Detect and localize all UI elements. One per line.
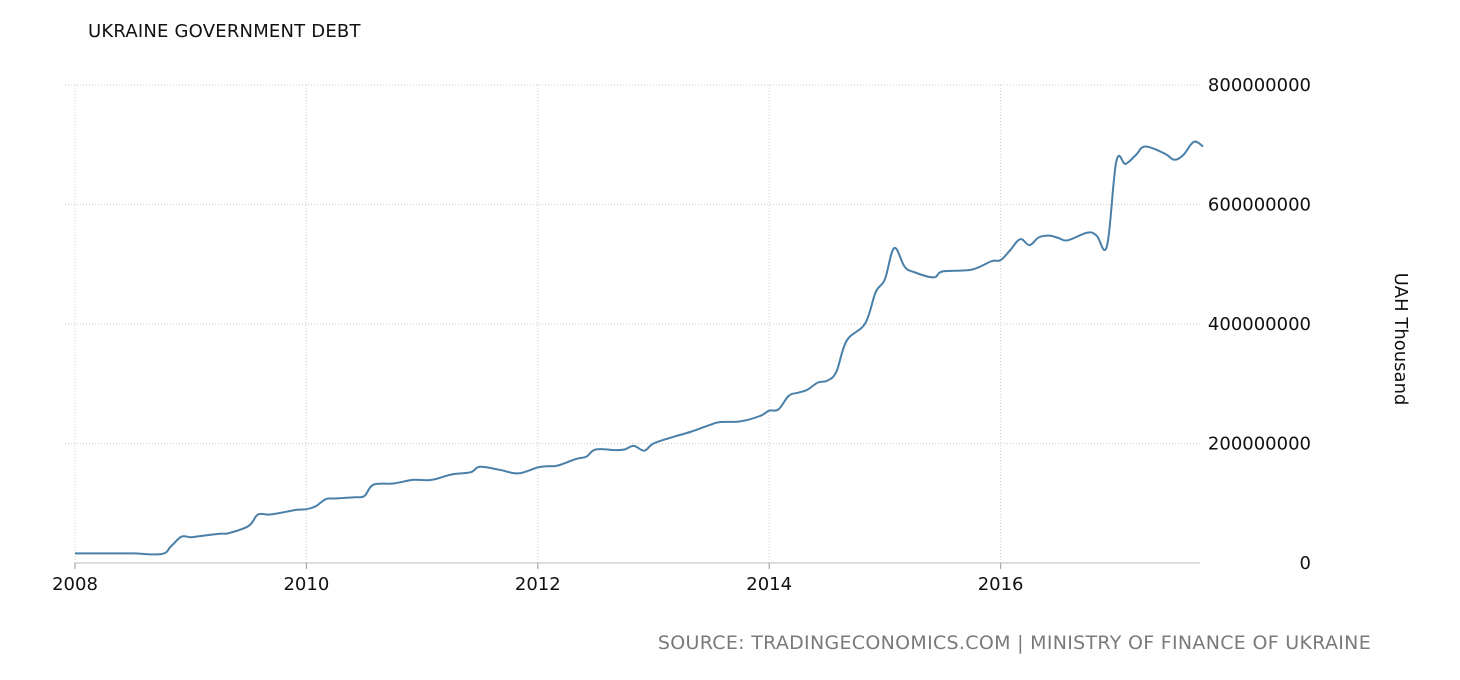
grid [65, 84, 1200, 563]
y-tick-label: 0 [1300, 553, 1311, 574]
y-tick-label: 400000000 [1208, 314, 1311, 335]
x-tick-label: 2008 [52, 574, 98, 595]
y-tick-label: 800000000 [1208, 75, 1311, 96]
y-tick-label: 600000000 [1208, 195, 1311, 216]
chart-title: UKRAINE GOVERNMENT DEBT [88, 21, 361, 42]
x-tick-label: 2014 [746, 574, 792, 595]
source-text: SOURCE: TRADINGECONOMICS.COM | MINISTRY … [657, 632, 1371, 654]
x-tick-label: 2012 [515, 574, 561, 595]
x-tick-label: 2016 [978, 574, 1024, 595]
axes: 0 200000000 400000000 600000000 800000000 200… [52, 75, 1311, 595]
y-axis-label: UAH Thousand [1390, 273, 1411, 406]
x-tick-label: 2010 [283, 574, 329, 595]
series-line-0[interactable] [75, 140, 1204, 556]
series-layer [75, 140, 1204, 556]
y-tick-label: 200000000 [1208, 434, 1311, 455]
